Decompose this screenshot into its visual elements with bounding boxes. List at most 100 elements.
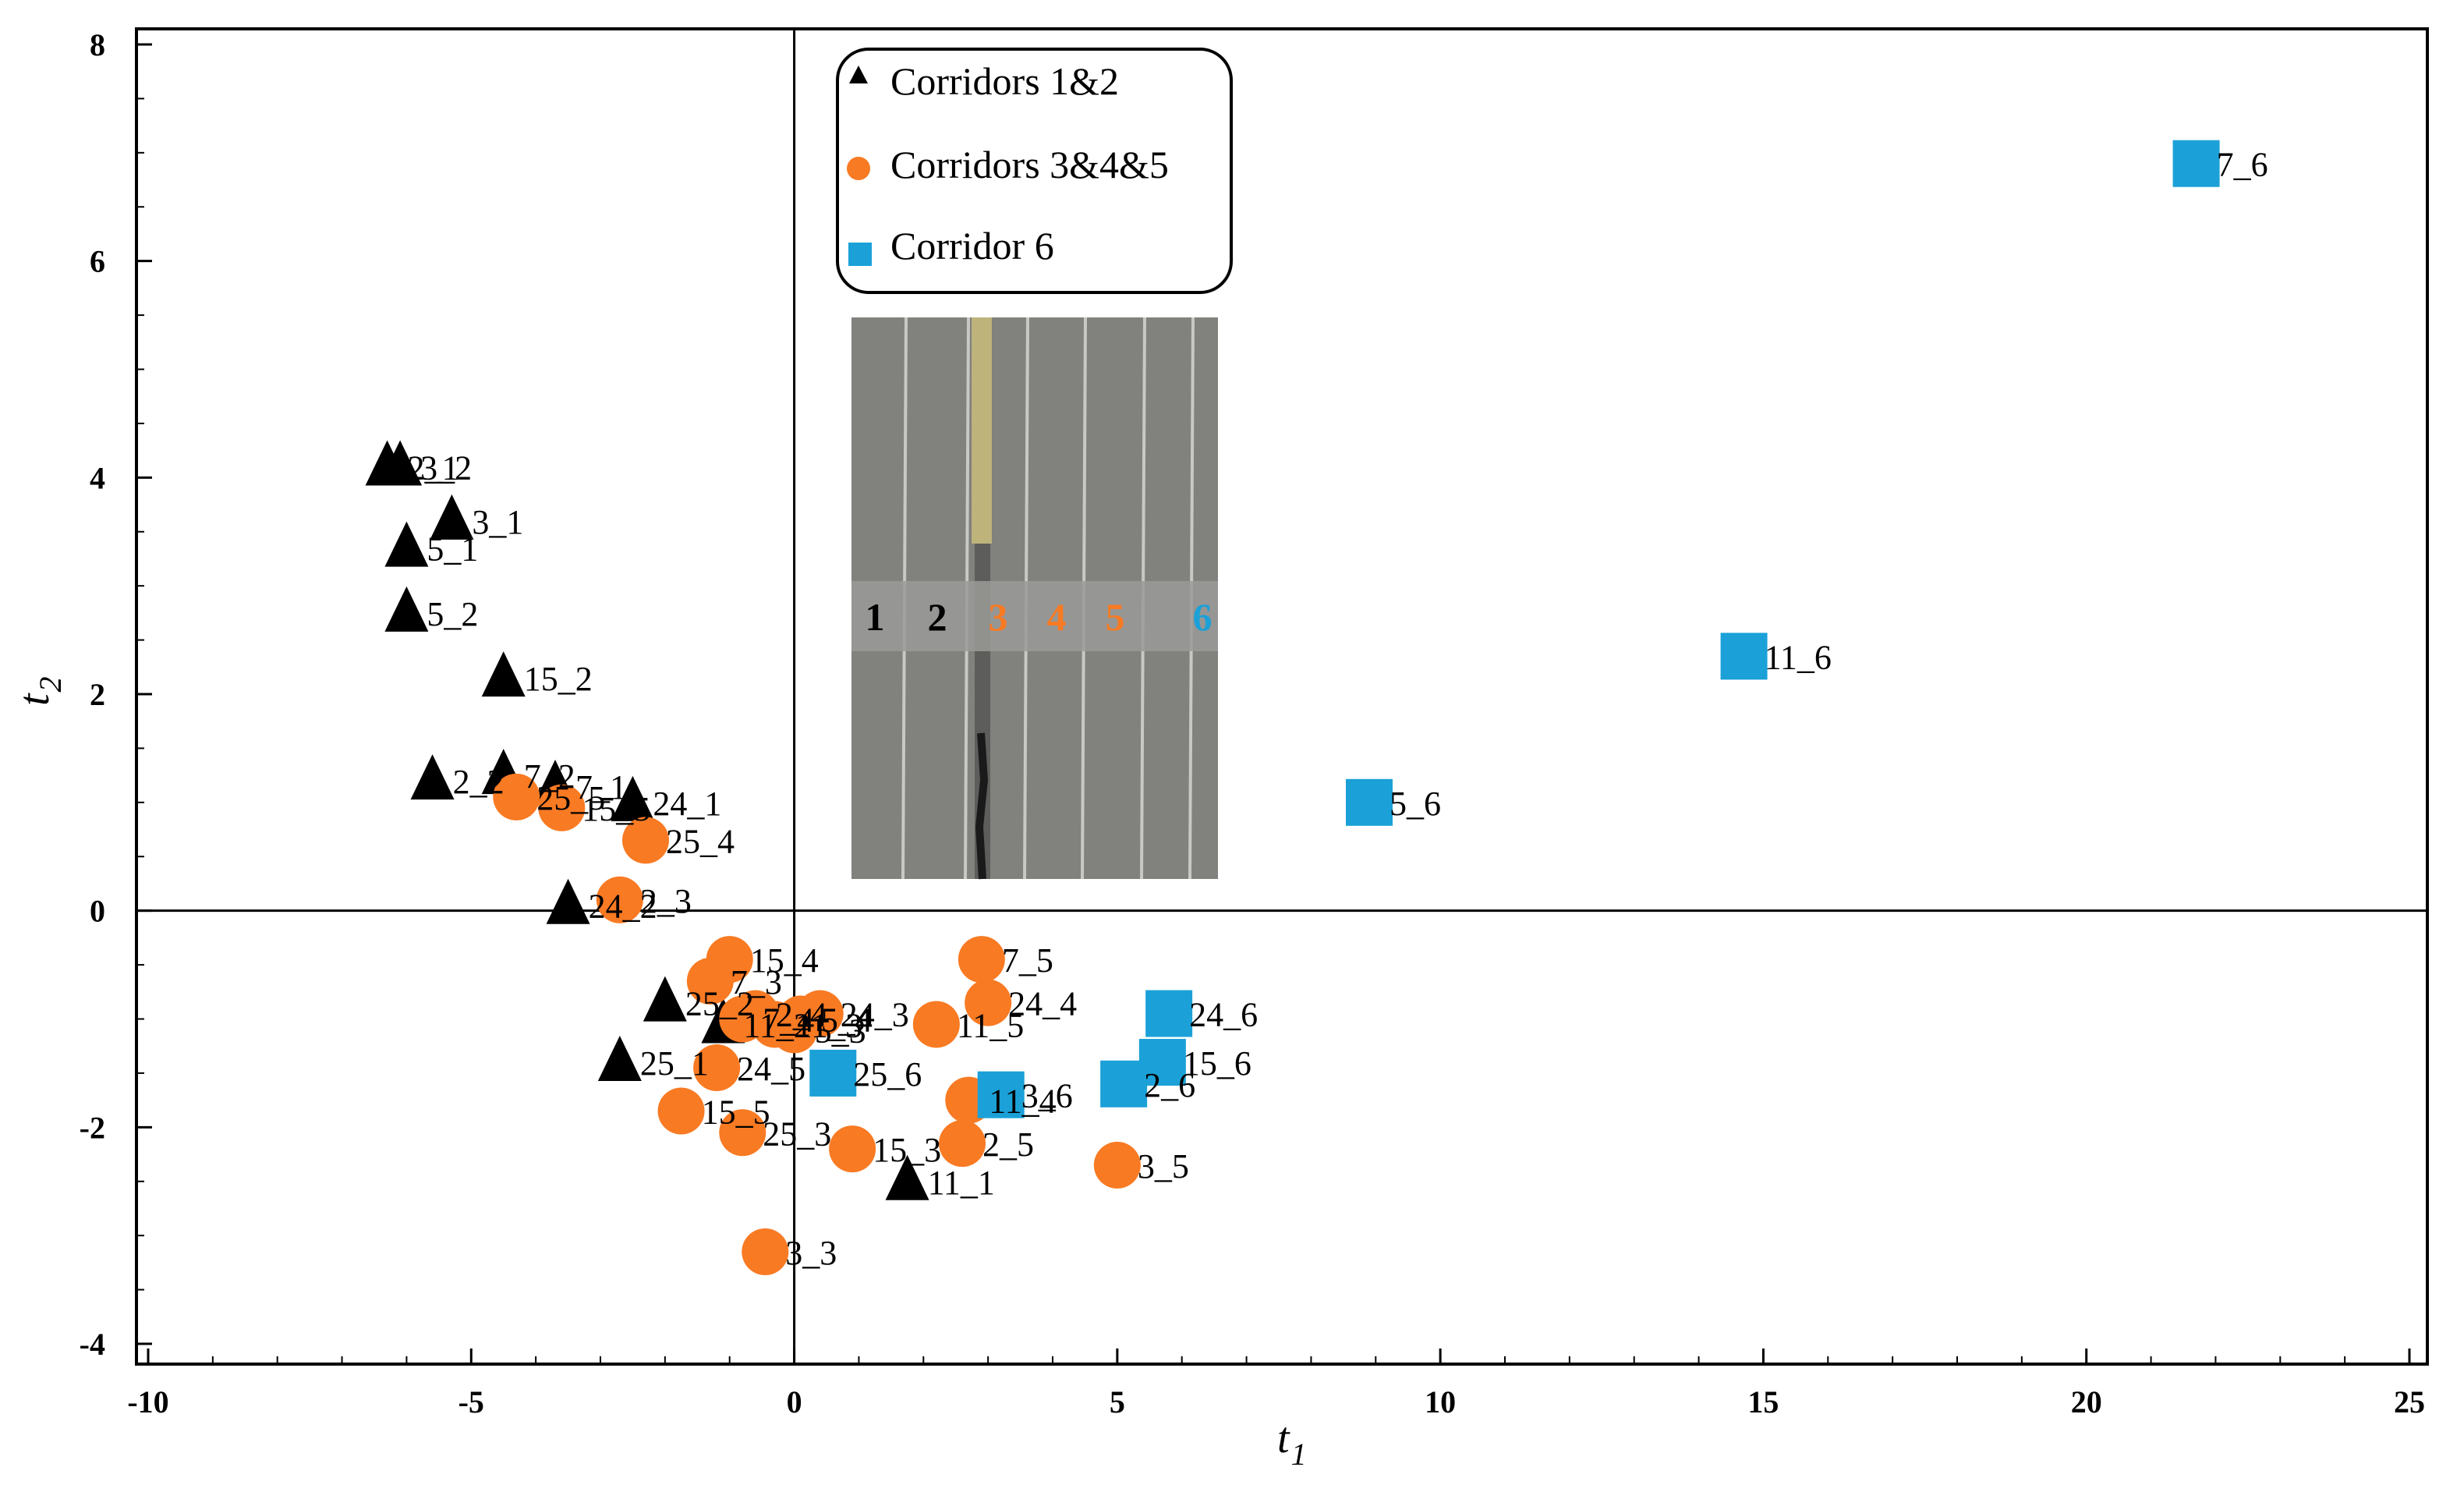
point-label: 24_2 (589, 888, 657, 926)
circle-point (958, 936, 1005, 983)
circle-point (686, 957, 734, 1005)
circle-point (622, 817, 669, 864)
point-label: 25_6 (853, 1055, 922, 1093)
inset-crack (975, 732, 989, 880)
point-label: 7_1 (575, 768, 627, 806)
legend-label-corridors-3-4-5: Corridors 3&4&5 (890, 143, 1169, 186)
point-label: 5_3 (815, 1012, 866, 1050)
point-label: 25_1 (640, 1044, 709, 1083)
inset-label-band (851, 581, 1218, 651)
point-label: 24_4 (1008, 985, 1077, 1023)
square-point (2172, 140, 2220, 187)
x-tick-label: -10 (127, 1384, 168, 1419)
triangle-point (643, 976, 687, 1022)
point-label: 25_2 (685, 985, 754, 1023)
square-point (1720, 633, 1768, 680)
circle-point (1093, 1141, 1141, 1189)
point-label: 15_2 (524, 660, 593, 698)
point-label: 15_5 (702, 1093, 770, 1132)
point-label: 24_3 (841, 996, 909, 1034)
point-label: 25_4 (666, 822, 735, 860)
legend-marker-square (848, 243, 872, 266)
x-tick-label: 10 (1425, 1384, 1456, 1419)
triangle-point (481, 651, 526, 697)
y-tick-label: -2 (80, 1110, 105, 1145)
y-axis-title: t2 (10, 676, 68, 706)
inset-lane-label: 5 (1106, 595, 1125, 639)
x-tick-label: -5 (458, 1384, 484, 1419)
square-point (1346, 778, 1393, 826)
x-axis-title-main: t (1277, 1414, 1290, 1462)
circle-point (596, 876, 643, 923)
legend-marker-triangle (849, 66, 868, 83)
inset-lane-label: 4 (1047, 595, 1067, 639)
inset-lane-label: 2 (928, 595, 947, 639)
point-label: 2_2 (453, 763, 504, 801)
point-label: 3_5 (1138, 1147, 1189, 1185)
triangle-point (546, 878, 590, 924)
point-label: 15_5 (582, 790, 650, 828)
point-label: 2_3 (640, 882, 692, 920)
y-axis-title-main: t (10, 693, 58, 706)
point-label: 24_5 (737, 1050, 805, 1088)
circle-point (912, 1001, 960, 1048)
y-tick-label: 8 (90, 27, 105, 62)
x-tick-label: 20 (2071, 1384, 2102, 1419)
plot-frame (135, 27, 2429, 1366)
circle-point (742, 1228, 789, 1275)
point-label: 11_6 (1765, 638, 1832, 676)
point-label: 24_1 (653, 785, 721, 823)
triangle-point (885, 1154, 929, 1200)
square-point (1145, 990, 1193, 1037)
point-label: 3_2 (420, 448, 472, 487)
triangle-point (378, 440, 423, 486)
y-tick-label: 2 (90, 677, 105, 712)
point-label: 3_1 (472, 503, 523, 541)
circle-point (770, 1006, 818, 1054)
point-label: 11_1 (928, 1164, 995, 1202)
x-axis-title: t1 (1277, 1414, 1307, 1472)
inset-lane-label: 6 (1193, 595, 1213, 639)
point-label: 2_5 (982, 1125, 1034, 1164)
legend-box (836, 48, 1233, 294)
point-label: 5_2 (427, 595, 478, 633)
y-tick-label: 4 (90, 460, 105, 495)
point-label: 25_5 (536, 779, 605, 817)
triangle-point (384, 586, 429, 632)
inset-lane-label: 1 (866, 595, 885, 639)
point-label: 2_6 (1144, 1066, 1195, 1104)
point-label: 7_4 (763, 1001, 814, 1040)
point-label: 15_4 (750, 941, 819, 980)
square-point (977, 1071, 1025, 1118)
points-layer (365, 140, 2220, 1275)
x-tick-label: 5 (1110, 1384, 1125, 1419)
point-label: 15_3 (873, 1131, 941, 1169)
legend-label-corridors-1-2: Corridors 1&2 (890, 59, 1119, 103)
y-tick-label: -4 (80, 1327, 105, 1362)
point-label: 11_4 (989, 1083, 1056, 1121)
circle-point (965, 979, 1012, 1026)
triangle-point (410, 754, 455, 800)
circle-point (693, 1044, 741, 1091)
inset-crack-sealing (972, 317, 992, 544)
point-label: 15_6 (1183, 1044, 1251, 1083)
y-tick-label: 6 (90, 244, 105, 279)
point-labels-layer: 2_13_23_15_1 5_2 15_2 2_2 7_2 7_1 24_1 24_2 25_2… (408, 146, 2268, 1272)
triangle-point (597, 1036, 642, 1082)
point-label: 11_3 (795, 1006, 862, 1044)
point-label: 24_6 (1189, 996, 1258, 1034)
circle-point (538, 784, 586, 831)
point-label: 5_6 (1390, 785, 1441, 823)
circle-point (939, 1120, 986, 1168)
point-label: 3_3 (785, 1234, 837, 1272)
circle-point (493, 773, 540, 820)
inset-lane-label: 3 (989, 595, 1008, 639)
point-label: 7_5 (1002, 941, 1053, 980)
point-label: 5_4 (821, 1001, 873, 1040)
point-label: 11_2 (743, 1006, 810, 1044)
square-point (1100, 1060, 1148, 1107)
